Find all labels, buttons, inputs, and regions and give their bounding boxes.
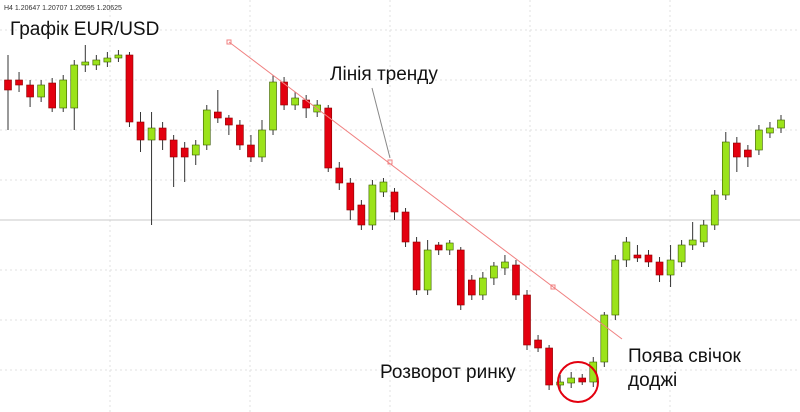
candle-body <box>125 54 134 123</box>
candle-body <box>15 79 23 86</box>
annotation: Лінія тренду <box>330 64 438 85</box>
candle-body <box>655 261 664 276</box>
doji-circle <box>557 361 599 403</box>
candle-body <box>335 167 344 184</box>
candle-body <box>534 339 542 349</box>
candle-body <box>379 181 388 193</box>
candle-body <box>479 277 487 296</box>
candle-body <box>114 54 123 59</box>
candle-body <box>744 149 752 158</box>
candle-body <box>368 184 377 226</box>
candle-body <box>357 204 366 226</box>
candle-body <box>180 147 189 158</box>
candle-body <box>4 79 12 91</box>
candle-body <box>622 241 631 261</box>
candle-body <box>258 129 266 158</box>
candle-body <box>214 111 222 119</box>
trend-line <box>226 39 623 340</box>
candle-body <box>556 381 564 386</box>
candle-body <box>445 242 454 251</box>
candle-body <box>710 194 719 226</box>
candle-body <box>291 97 299 106</box>
candle-body <box>59 79 68 109</box>
candle-body <box>589 361 598 383</box>
candle-body <box>545 347 553 386</box>
candle-body <box>721 141 730 196</box>
candle-body <box>567 377 575 384</box>
candle-body <box>191 144 200 156</box>
candle-body <box>578 377 587 383</box>
candle-body <box>169 139 178 158</box>
candle-body <box>225 117 233 126</box>
candle-body <box>37 84 45 98</box>
candles <box>4 45 785 390</box>
candle-body <box>147 127 156 141</box>
candle-body <box>81 61 90 66</box>
candle-body <box>70 64 79 109</box>
candle-body <box>644 254 653 263</box>
candle-body <box>766 127 774 134</box>
candle-body <box>247 144 255 158</box>
candle-body <box>600 314 609 363</box>
candle-body <box>346 182 355 211</box>
candle-body <box>280 81 288 106</box>
candle-body <box>777 119 785 129</box>
candle-body <box>512 264 520 296</box>
candle-body <box>269 81 277 131</box>
candle-body <box>456 249 465 306</box>
candle-body <box>666 259 675 276</box>
candle-body <box>490 265 498 279</box>
candle-body <box>48 82 56 109</box>
candle-body <box>423 249 432 291</box>
candle-body <box>434 244 443 251</box>
candle-body <box>26 84 34 98</box>
chart-title: Графік EUR/USD <box>10 19 159 40</box>
candle-body <box>633 254 642 259</box>
candle-body <box>611 259 620 316</box>
candle-body <box>324 107 333 169</box>
annotation: Поява свічок <box>628 346 742 367</box>
candle-body <box>236 124 244 146</box>
candle-body <box>302 99 310 109</box>
candle-body <box>202 109 211 146</box>
candle-body <box>158 127 167 141</box>
candle-body <box>677 244 686 263</box>
candle-body <box>733 142 741 158</box>
candle-body <box>755 129 763 151</box>
candle-body <box>412 241 421 291</box>
annotation: Розворот ринку <box>380 362 516 383</box>
candle-body <box>136 121 145 141</box>
candle-body <box>103 57 112 63</box>
candle-body <box>501 261 509 269</box>
candle-body <box>92 59 101 66</box>
candle-body <box>688 239 697 246</box>
candle-body <box>390 191 399 213</box>
candle-body <box>401 211 410 243</box>
annotation: доджі <box>628 370 677 391</box>
candle-body <box>699 224 708 243</box>
candle-body <box>523 294 531 346</box>
header: H4 1.20647 1.20707 1.20595 1.20625 <box>4 5 122 12</box>
candle-body <box>467 279 476 296</box>
